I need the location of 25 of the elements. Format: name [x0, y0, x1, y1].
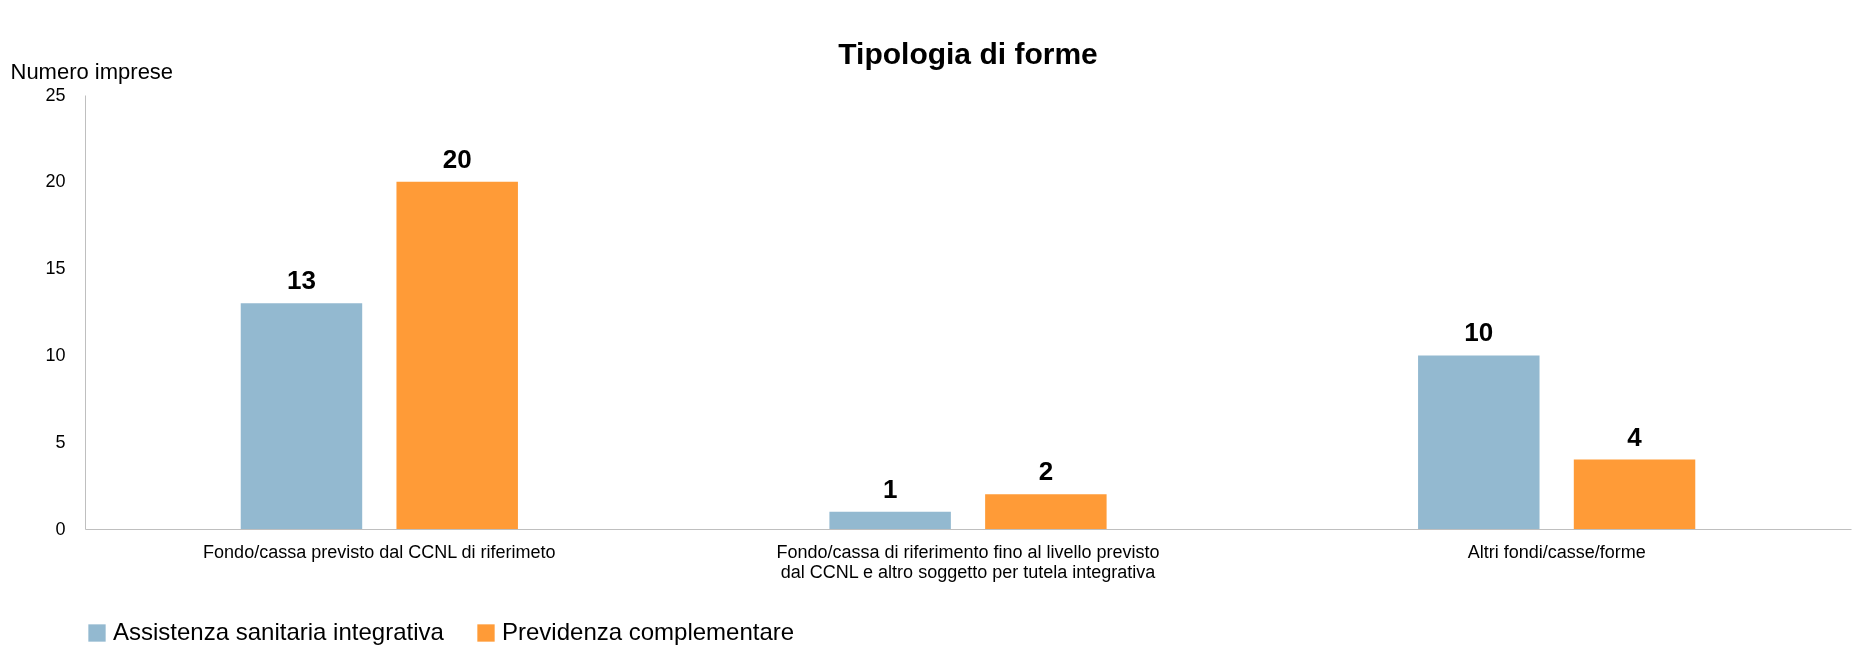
x-tick-label: Altri fondi/casse/forme [1467, 541, 1646, 562]
bar [396, 181, 518, 529]
y-tick-label: 15 [45, 258, 66, 279]
bar [1418, 355, 1540, 529]
data-label: 10 [1464, 317, 1494, 348]
y-tick-label: 10 [45, 344, 66, 365]
x-tick-label: Fondo/cassa di riferimento fino al livello previsto dal CCNL e altro soggetto per tutela integrativa [776, 541, 1160, 582]
y-tick-label: 25 [45, 84, 66, 105]
bar [240, 303, 363, 529]
data-label: 20 [442, 143, 472, 174]
y-axis-title: Numero imprese [10, 58, 174, 84]
bar [1573, 459, 1696, 529]
x-tick-label: Fondo/cassa previsto dal CCNL di riferimeto [203, 541, 556, 562]
data-label: 2 [1038, 456, 1054, 487]
chart-title: Tipologia di forme [838, 37, 1098, 70]
data-label: 1 [882, 473, 898, 504]
legend-label: Previdenza complementare [502, 618, 795, 645]
data-label: 4 [1627, 421, 1643, 452]
bar [985, 494, 1107, 529]
data-label: 13 [287, 265, 316, 296]
y-tick-label: 0 [55, 518, 66, 539]
bar [829, 511, 951, 529]
y-tick-label: 20 [45, 171, 66, 192]
y-tick-label: 5 [55, 431, 66, 452]
legend-label: Assistenza sanitaria integrativa [113, 618, 445, 645]
